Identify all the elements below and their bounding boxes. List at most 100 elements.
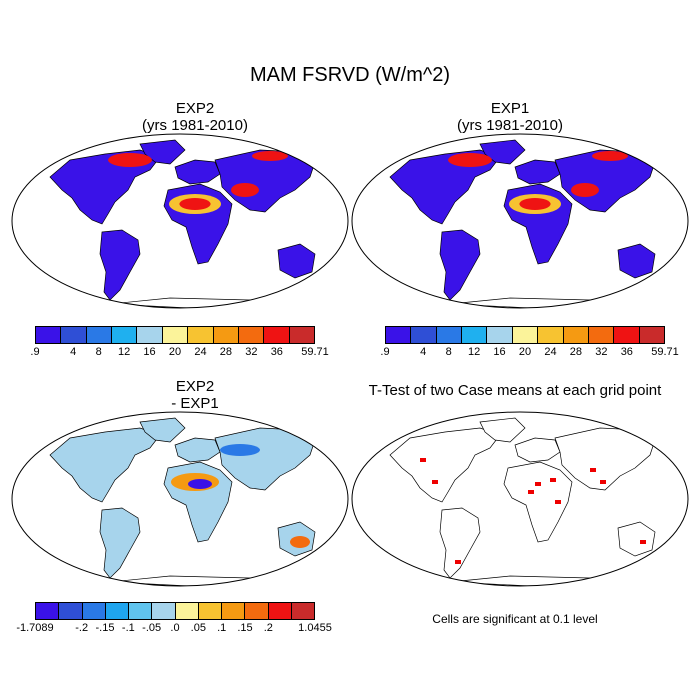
colorbar-swatch <box>291 603 314 619</box>
colorbar-swatch <box>152 603 176 619</box>
colorbar-swatch <box>213 327 239 343</box>
colorbar-swatch <box>162 327 189 343</box>
significance-note: Cells are significant at 0.1 level <box>432 612 598 626</box>
continent-greenland <box>139 139 186 165</box>
colorbar-swatch <box>238 327 265 343</box>
colorbar-tick-label: -.2 <box>75 622 89 634</box>
colorbar-swatch <box>386 327 412 343</box>
map-border <box>351 133 689 309</box>
colorbar-swatch <box>129 603 153 619</box>
colorbar-exp2 <box>35 326 315 344</box>
colorbar-tick-label: 28 <box>569 346 583 358</box>
panel-title-exp1-line2: (yrs 1981-2010) <box>457 117 563 134</box>
colorbar-tick-label: 28 <box>219 346 233 358</box>
colorbar-tick-label: 24 <box>544 346 557 358</box>
colorbar-tick-label: -.1 <box>121 622 135 634</box>
colorbar-tick-label: .0 <box>170 622 180 634</box>
continent-greenland <box>479 417 526 443</box>
continent-europe <box>514 437 561 463</box>
colorbar-tick-label: -.05 <box>142 622 162 634</box>
panel-title-exp2-line1: EXP2 <box>175 100 215 117</box>
continent-south-america <box>99 507 141 579</box>
colorbar-tick-label: 4 <box>70 346 77 358</box>
peak-value-region <box>576 185 594 195</box>
colorbar-tick-label: .9 <box>30 346 40 358</box>
map-diff <box>11 411 349 587</box>
map-border <box>351 411 689 587</box>
map-exp1 <box>351 133 689 309</box>
colorbar-swatch <box>105 603 129 619</box>
continent-europe <box>174 159 221 185</box>
colorbar-swatch <box>245 603 269 619</box>
colorbar-swatch <box>86 327 113 343</box>
panel-title-exp2: EXP2 (yrs 1981-2010) <box>40 100 350 134</box>
colorbar-swatch <box>61 327 87 343</box>
continent-south-america <box>99 229 141 301</box>
colorbar-tick-label: 16 <box>143 346 156 358</box>
colorbar-swatch <box>59 603 83 619</box>
colorbar-tick-label: .2 <box>263 622 273 634</box>
significant-cell <box>432 480 438 484</box>
panel-title-diff: EXP2 - EXP1 <box>40 378 350 412</box>
continent-north-america <box>389 149 501 225</box>
significant-cell <box>528 490 534 494</box>
colorbar-swatch <box>289 327 314 343</box>
continent-africa <box>503 461 573 543</box>
colorbar-tick-label: 36 <box>270 346 283 358</box>
colorbar-tick-label: 24 <box>194 346 207 358</box>
colorbar-tick-label: 16 <box>493 346 506 358</box>
colorbar-swatch <box>512 327 539 343</box>
significant-cell <box>535 482 541 486</box>
colorbar-tick-label: 32 <box>595 346 608 358</box>
colorbar-tick-label: 4 <box>420 346 427 358</box>
colorbar-swatch <box>82 603 106 619</box>
colorbar-tick-label: 20 <box>168 346 182 358</box>
colorbar-tick-label: -.15 <box>95 622 115 634</box>
peak-value-region <box>456 155 484 165</box>
colorbar-tick-label: 12 <box>117 346 131 358</box>
peak-value-region <box>116 155 144 165</box>
map-exp2 <box>11 133 349 309</box>
colorbar-tick-label: 1.0455 <box>298 622 332 634</box>
colorbar-swatch <box>137 327 163 343</box>
panel-title-diff-line1: EXP2 <box>175 378 215 395</box>
colorbar-swatch <box>264 327 290 343</box>
peak-value-region <box>179 198 211 210</box>
colorbar-swatch <box>188 327 214 343</box>
colorbar-swatch <box>222 603 246 619</box>
continent-greenland <box>479 139 526 165</box>
map-border <box>11 411 349 587</box>
significant-cell <box>420 458 426 462</box>
colorbar-tick-label: .05 <box>190 622 206 634</box>
colorbar-swatch <box>36 603 60 619</box>
panel-title-diff-line2: - EXP1 <box>171 395 219 412</box>
continent-north-america <box>49 149 161 225</box>
continent-south-america <box>439 229 481 301</box>
colorbar-swatch <box>639 327 664 343</box>
colorbar-swatch <box>538 327 564 343</box>
map-border <box>11 133 349 309</box>
peak-value-region <box>599 153 621 159</box>
difference-region <box>290 536 310 548</box>
significant-cell <box>640 540 646 544</box>
colorbar-tick-label: .15 <box>237 622 253 634</box>
significant-cell <box>590 468 596 472</box>
colorbar-exp1 <box>385 326 665 344</box>
colorbar-swatch <box>588 327 615 343</box>
colorbar-diff <box>35 602 315 620</box>
colorbar-tick-label: 59.71 <box>651 346 679 358</box>
continent-greenland <box>139 417 186 443</box>
colorbar-tick-label: 32 <box>245 346 258 358</box>
continent-australia <box>277 243 316 279</box>
map-ttest <box>351 411 689 587</box>
continent-north-america <box>389 427 501 503</box>
peak-value-region <box>236 185 254 195</box>
panel-title-exp1: EXP1 (yrs 1981-2010) <box>355 100 665 134</box>
peak-value-region <box>519 198 551 210</box>
colorbar-swatch <box>411 327 437 343</box>
figure-title: MAM FSRVD (W/m^2) <box>249 64 451 86</box>
significant-cell <box>550 478 556 482</box>
colorbar-tick-label: 8 <box>95 346 102 358</box>
colorbar-swatch <box>112 327 138 343</box>
continent-australia <box>617 243 656 279</box>
